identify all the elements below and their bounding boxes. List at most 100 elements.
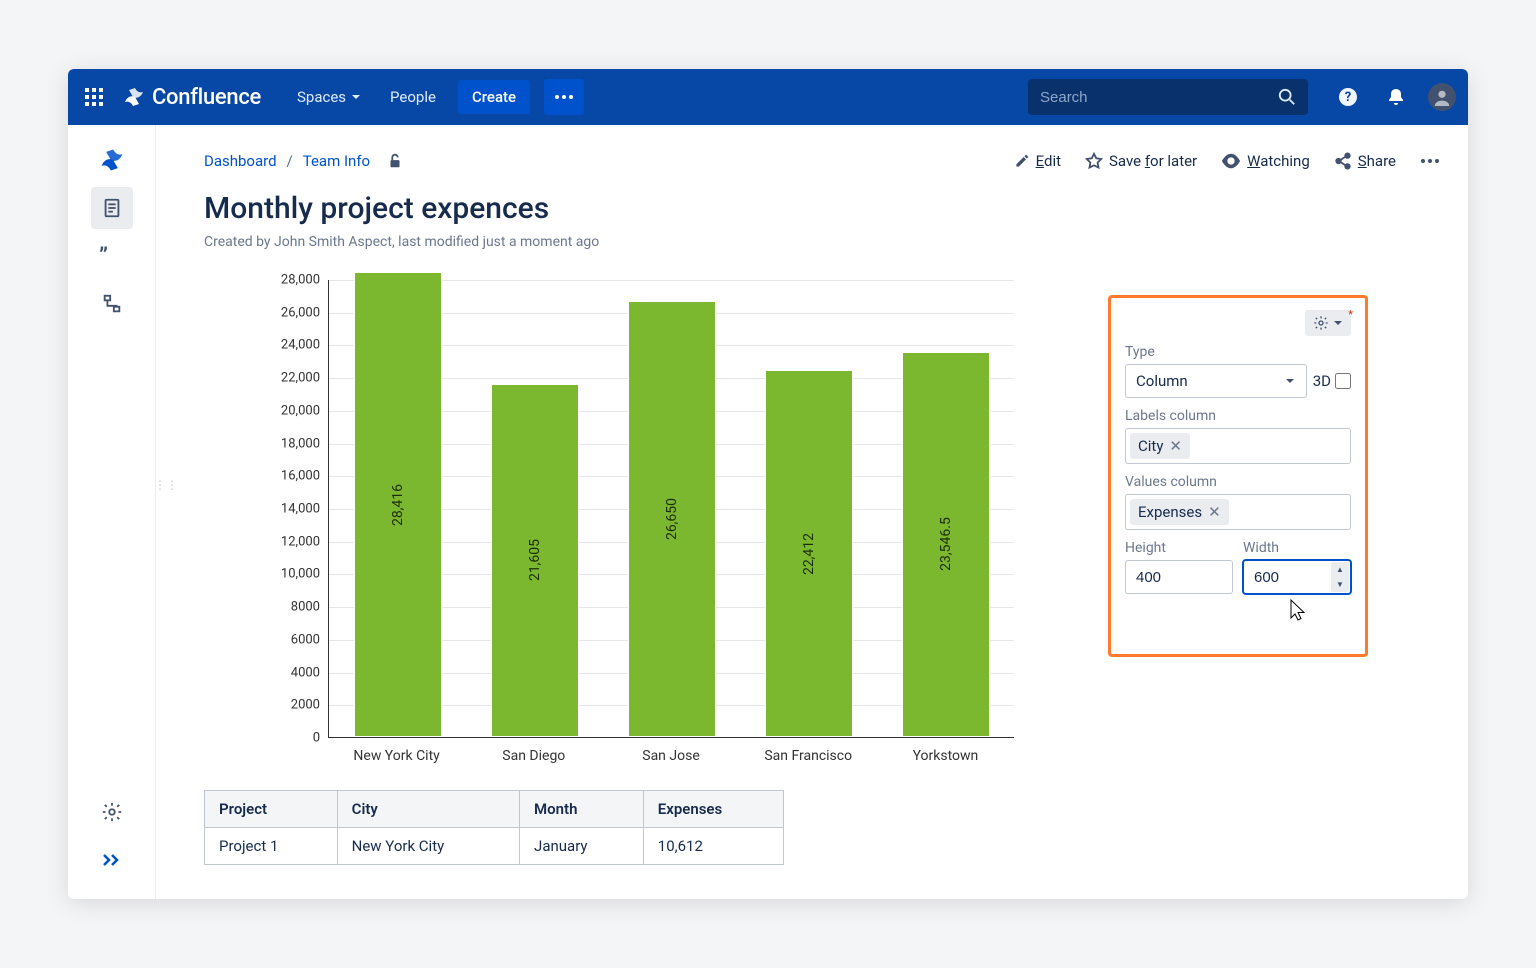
sidebar-settings-icon[interactable] [91, 791, 133, 833]
breadcrumb: Dashboard / Team Info [204, 152, 404, 170]
config-valuescol-input[interactable]: Expenses ✕ [1125, 494, 1351, 530]
page-meta: Created by John Smith Aspect, last modif… [204, 234, 1440, 250]
page-more-menu[interactable] [1420, 158, 1440, 164]
config-height-input[interactable] [1125, 560, 1233, 594]
y-tick-label: 12,000 [281, 534, 320, 549]
config-labelscol-label: Labels column [1125, 408, 1351, 424]
sidebar-tree-icon[interactable] [91, 283, 133, 325]
edit-action[interactable]: Edit [1014, 152, 1061, 170]
chart-bar: 22,412 [765, 370, 853, 737]
config-labelscol-input[interactable]: City ✕ [1125, 428, 1351, 464]
watching-action[interactable]: Watching [1221, 152, 1310, 170]
page-actions: Edit Save for later Watching Share [1014, 152, 1440, 170]
config-type-value: Column [1136, 372, 1188, 390]
space-logo-icon[interactable] [91, 139, 133, 181]
chart-bar: 28,416 [354, 272, 442, 737]
config-3d-checkbox[interactable] [1335, 373, 1351, 389]
remove-tag-icon[interactable]: ✕ [1208, 503, 1221, 521]
profile-avatar[interactable] [1428, 83, 1456, 111]
bar-value-label: 22,412 [801, 533, 817, 575]
remove-tag-icon[interactable]: ✕ [1169, 437, 1182, 455]
y-tick-label: 18,000 [281, 436, 320, 451]
config-labelscol-tag: City ✕ [1130, 433, 1190, 459]
table-cell: January [520, 828, 644, 865]
config-width-label: Width [1243, 540, 1351, 556]
table-cell: Project 1 [205, 828, 338, 865]
config-gear-button[interactable]: * [1305, 310, 1351, 336]
x-tick-label: San Diego [465, 742, 602, 770]
svg-text:?: ? [1345, 90, 1351, 105]
y-tick-label: 6000 [291, 632, 320, 647]
y-tick-label: 14,000 [281, 502, 320, 517]
y-tick-label: 0 [313, 731, 320, 746]
nav-people[interactable]: People [380, 82, 446, 112]
breadcrumb-page[interactable]: Team Info [303, 152, 370, 170]
gear-icon [1313, 315, 1329, 331]
help-icon[interactable]: ? [1332, 81, 1364, 113]
breadcrumb-separator: / [287, 152, 293, 170]
sidebar-pages-icon[interactable] [91, 187, 133, 229]
star-icon [1085, 152, 1103, 170]
x-tick-label: San Jose [602, 742, 739, 770]
config-width-stepper[interactable]: ▲▼ [1331, 562, 1349, 592]
search-icon [1278, 88, 1296, 106]
restrictions-icon[interactable] [386, 152, 404, 170]
search-box[interactable] [1028, 79, 1308, 115]
pencil-icon [1014, 153, 1030, 169]
table-header: Month [520, 791, 644, 828]
table-header: Project [205, 791, 338, 828]
y-tick-label: 4000 [291, 665, 320, 680]
more-menu-button[interactable] [544, 79, 584, 115]
y-tick-label: 28,000 [281, 273, 320, 288]
y-tick-label: 22,000 [281, 371, 320, 386]
sidebar-blog-icon[interactable]: ” [91, 235, 133, 277]
y-tick-label: 8000 [291, 600, 320, 615]
product-name: Confluence [152, 85, 261, 110]
bar-value-label: 26,650 [664, 498, 680, 540]
config-type-select[interactable]: Column [1125, 364, 1307, 398]
x-tick-label: San Francisco [740, 742, 877, 770]
bar-value-label: 23,546.5 [938, 518, 954, 572]
y-tick-label: 20,000 [281, 403, 320, 418]
bar-value-label: 21,605 [527, 539, 543, 581]
svg-text:”: ” [99, 245, 108, 267]
sidebar-expand-icon[interactable] [91, 839, 133, 881]
expenses-chart: 0200040006000800010,00012,00014,00016,00… [264, 280, 1014, 770]
config-3d-label: 3D [1313, 372, 1331, 390]
table-cell: 10,612 [643, 828, 783, 865]
x-tick-label: Yorkstown [877, 742, 1014, 770]
y-tick-label: 2000 [291, 698, 320, 713]
create-button[interactable]: Create [458, 80, 530, 114]
product-logo[interactable]: Confluence [122, 85, 261, 110]
config-labelscol-value: City [1138, 437, 1163, 455]
chevron-down-icon [1333, 318, 1343, 328]
share-action[interactable]: Share [1334, 152, 1396, 170]
search-input[interactable] [1040, 89, 1270, 106]
save-for-later-action[interactable]: Save for later [1085, 152, 1197, 170]
config-type-label: Type [1125, 344, 1351, 360]
breadcrumb-root[interactable]: Dashboard [204, 152, 277, 170]
config-valuescol-label: Values column [1125, 474, 1351, 490]
nav-people-label: People [390, 88, 436, 106]
y-tick-label: 24,000 [281, 338, 320, 353]
chevron-down-icon [1284, 375, 1296, 387]
app-switcher-icon[interactable] [80, 83, 108, 111]
nav-spaces[interactable]: Spaces [287, 82, 372, 112]
config-height-label: Height [1125, 540, 1233, 556]
chart-config-panel: * Type Column 3D Labels column City ✕ Va… [1108, 295, 1368, 657]
global-nav: Confluence Spaces People Create ? [68, 69, 1468, 125]
page-title: Monthly project expences [204, 191, 1440, 226]
chart-bar: 23,546.5 [902, 352, 990, 737]
chevron-down-icon [350, 91, 362, 103]
chart-bar: 26,650 [628, 301, 716, 737]
chart-bar: 21,605 [491, 384, 579, 737]
share-icon [1334, 152, 1352, 170]
config-3d-option[interactable]: 3D [1313, 372, 1351, 390]
config-valuescol-value: Expenses [1138, 503, 1202, 521]
config-valuescol-tag: Expenses ✕ [1130, 499, 1229, 525]
x-tick-label: New York City [328, 742, 465, 770]
table-header: City [337, 791, 519, 828]
expenses-table: ProjectCityMonthExpenses Project 1New Yo… [204, 790, 784, 865]
notifications-icon[interactable] [1380, 81, 1412, 113]
table-cell: New York City [337, 828, 519, 865]
